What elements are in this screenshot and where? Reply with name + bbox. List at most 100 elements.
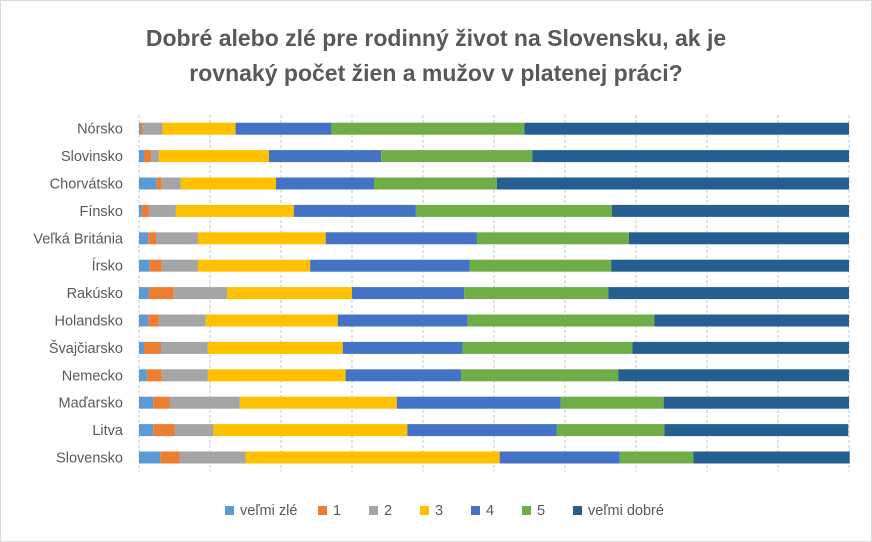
bar-segment-1-Veľká Británia — [148, 232, 157, 245]
bar-segment-3-Holandsko — [205, 314, 338, 327]
bar-segment-1-Fínsko — [141, 204, 149, 217]
bar-segment-2-Nemecko — [161, 369, 208, 382]
bar-segment-5-Írsko — [469, 259, 612, 272]
bar-segment-2-Slovensko — [179, 451, 246, 464]
legend-label: 4 — [486, 503, 494, 519]
category-label: Slovinsko — [61, 149, 123, 165]
legend-swatch — [420, 506, 429, 515]
bar-segment-5-Rakúsko — [464, 287, 609, 300]
bar-segment-0-Litva — [139, 424, 154, 437]
bar-segment-4-Fínsko — [293, 204, 416, 217]
bar-segment-0-Veľká Británia — [139, 232, 149, 245]
bar-segment-1-Nórsko — [140, 122, 143, 135]
bar-segment-2-Fínsko — [148, 204, 176, 217]
bar-segment-0-Holandsko — [139, 314, 149, 327]
legend-label: 3 — [435, 503, 443, 519]
bar-segment-5-Nemecko — [461, 369, 619, 382]
legend-swatch — [573, 506, 582, 515]
chart-title-line-2: rovnaký počet žien a mužov v platenej pr… — [189, 60, 683, 86]
bar-segment-0-Fínsko — [139, 204, 142, 217]
bar-segment-1-Írsko — [149, 259, 162, 272]
legend-label: veľmi dobré — [588, 503, 664, 519]
bar-segment-5-Nórsko — [331, 122, 525, 135]
bar-segment-2-Litva — [174, 424, 214, 437]
bar-segment-5-Maďarsko — [560, 396, 664, 409]
bar-segment-0-Slovensko — [139, 451, 161, 464]
bar-segment-0-Nemecko — [139, 369, 147, 382]
bar-segment-3-Slovensko — [245, 451, 500, 464]
bar-segment-3-Slovinsko — [158, 150, 269, 163]
bar-segment-1-Rakúsko — [148, 287, 174, 300]
bar-segment-6-Fínsko — [611, 204, 849, 217]
bar-segment-3-Veľká Británia — [197, 232, 326, 245]
bar-segment-4-Veľká Británia — [325, 232, 477, 245]
bar-segment-5-Fínsko — [415, 204, 612, 217]
category-label: Litva — [92, 423, 124, 439]
bar-segment-6-Litva — [664, 424, 849, 437]
bar-segment-0-Rakúsko — [139, 287, 149, 300]
bar-segment-1-Slovensko — [160, 451, 180, 464]
bar-segment-4-Írsko — [310, 259, 470, 272]
bar-segment-3-Švajčiarsko — [207, 341, 343, 354]
category-label: Slovensko — [56, 451, 123, 467]
bar-segment-4-Slovensko — [499, 451, 620, 464]
bar-segment-1-Litva — [153, 424, 175, 437]
bar-segment-2-Írsko — [161, 259, 198, 272]
bar-segment-1-Holandsko — [148, 314, 159, 327]
bar-segment-3-Nemecko — [207, 369, 346, 382]
bar-segment-3-Maďarsko — [239, 396, 397, 409]
category-label: Nórsko — [77, 122, 123, 138]
bar-segment-3-Litva — [213, 424, 408, 437]
bar-segment-5-Chorvátsko — [374, 177, 497, 190]
legend-swatch — [471, 506, 480, 515]
bar-segment-4-Švajčiarsko — [342, 341, 463, 354]
bar-segment-6-Švajčiarsko — [632, 341, 849, 354]
bar-segment-2-Holandsko — [158, 314, 206, 327]
bar-segment-1-Švajčiarsko — [143, 341, 162, 354]
category-label: Chorvátsko — [50, 177, 123, 193]
legend-swatch — [318, 506, 327, 515]
category-label: Rakúsko — [67, 286, 123, 302]
legend-label: veľmi zlé — [240, 503, 297, 519]
bar-segment-3-Nórsko — [162, 122, 236, 135]
bar-segment-2-Švajčiarsko — [161, 341, 208, 354]
legend-swatch — [225, 506, 234, 515]
bar-segment-6-Holandsko — [654, 314, 849, 327]
bar-segment-5-Veľká Británia — [476, 232, 629, 245]
bar-segment-4-Nórsko — [235, 122, 332, 135]
bar-segment-4-Slovinsko — [268, 150, 382, 163]
bar-segment-6-Slovinsko — [532, 150, 849, 163]
bar-segment-3-Írsko — [197, 259, 311, 272]
legend-swatch — [369, 506, 378, 515]
bar-segment-2-Rakúsko — [173, 287, 228, 300]
bar-segment-4-Rakúsko — [352, 287, 465, 300]
bar-segment-4-Chorvátsko — [276, 177, 375, 190]
bar-segment-6-Chorvátsko — [496, 177, 849, 190]
bar-segment-6-Slovensko — [693, 451, 850, 464]
bar-segment-0-Nórsko — [139, 122, 141, 135]
bar-segment-3-Rakúsko — [227, 287, 352, 300]
bar-segment-1-Slovinsko — [143, 150, 152, 163]
bar-segment-5-Litva — [556, 424, 665, 437]
bar-segment-2-Chorvátsko — [161, 177, 181, 190]
category-label: Švajčiarsko — [49, 340, 123, 357]
bar-segment-4-Maďarsko — [396, 396, 561, 409]
bar-segment-1-Maďarsko — [153, 396, 170, 409]
legend-swatch — [522, 506, 531, 515]
category-label: Veľká Británia — [33, 231, 124, 247]
bar-segment-4-Holandsko — [337, 314, 468, 327]
bar-segment-6-Nemecko — [618, 369, 849, 382]
bar-segment-2-Veľká Británia — [156, 232, 198, 245]
bar-segment-0-Švajčiarsko — [139, 341, 144, 354]
bar-segment-4-Nemecko — [345, 369, 462, 382]
bar-segment-4-Litva — [407, 424, 557, 437]
bar-segment-2-Nórsko — [142, 122, 163, 135]
bar-segment-0-Chorvátsko — [139, 177, 157, 190]
bar-segment-5-Švajčiarsko — [462, 341, 633, 354]
bar-segment-6-Maďarsko — [663, 396, 849, 409]
bar-segment-3-Chorvátsko — [180, 177, 277, 190]
bar-segment-2-Maďarsko — [169, 396, 240, 409]
bar-segment-2-Slovinsko — [151, 150, 159, 163]
